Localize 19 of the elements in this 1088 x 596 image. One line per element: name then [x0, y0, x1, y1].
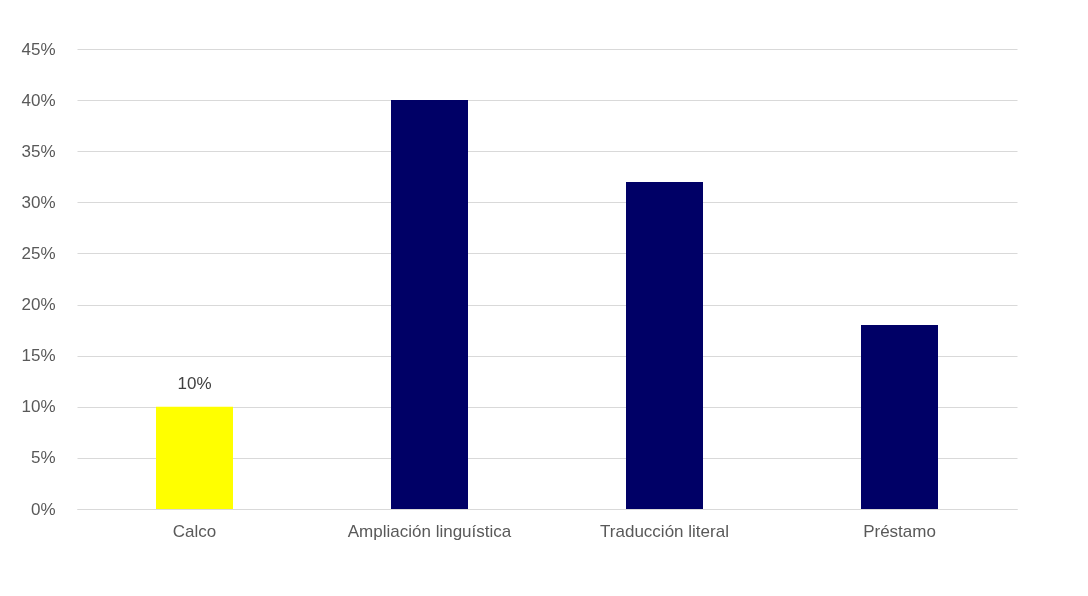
- x-tick-label: Préstamo: [863, 521, 936, 541]
- y-tick-label: 35%: [21, 141, 56, 161]
- y-tick-label: 25%: [21, 243, 56, 263]
- x-tick-label: Calco: [172, 521, 217, 541]
- y-tick-label: 40%: [21, 90, 56, 110]
- y-tick-label: 15%: [21, 346, 56, 366]
- y-tick-label: 20%: [21, 295, 56, 315]
- bar: [861, 325, 938, 509]
- bar: [391, 100, 468, 509]
- bar: [156, 406, 233, 509]
- y-tick-label: 5%: [30, 448, 56, 468]
- data-label: 10%: [177, 373, 212, 393]
- y-tick-label: 45%: [21, 39, 56, 59]
- y-tick-label: 10%: [21, 397, 56, 417]
- y-tick-label: 0%: [30, 499, 56, 519]
- y-tick-label: 30%: [21, 192, 56, 212]
- x-tick-label: Traducción literal: [600, 521, 729, 541]
- x-tick-label: Ampliación linguística: [347, 521, 512, 541]
- bar: [626, 181, 703, 509]
